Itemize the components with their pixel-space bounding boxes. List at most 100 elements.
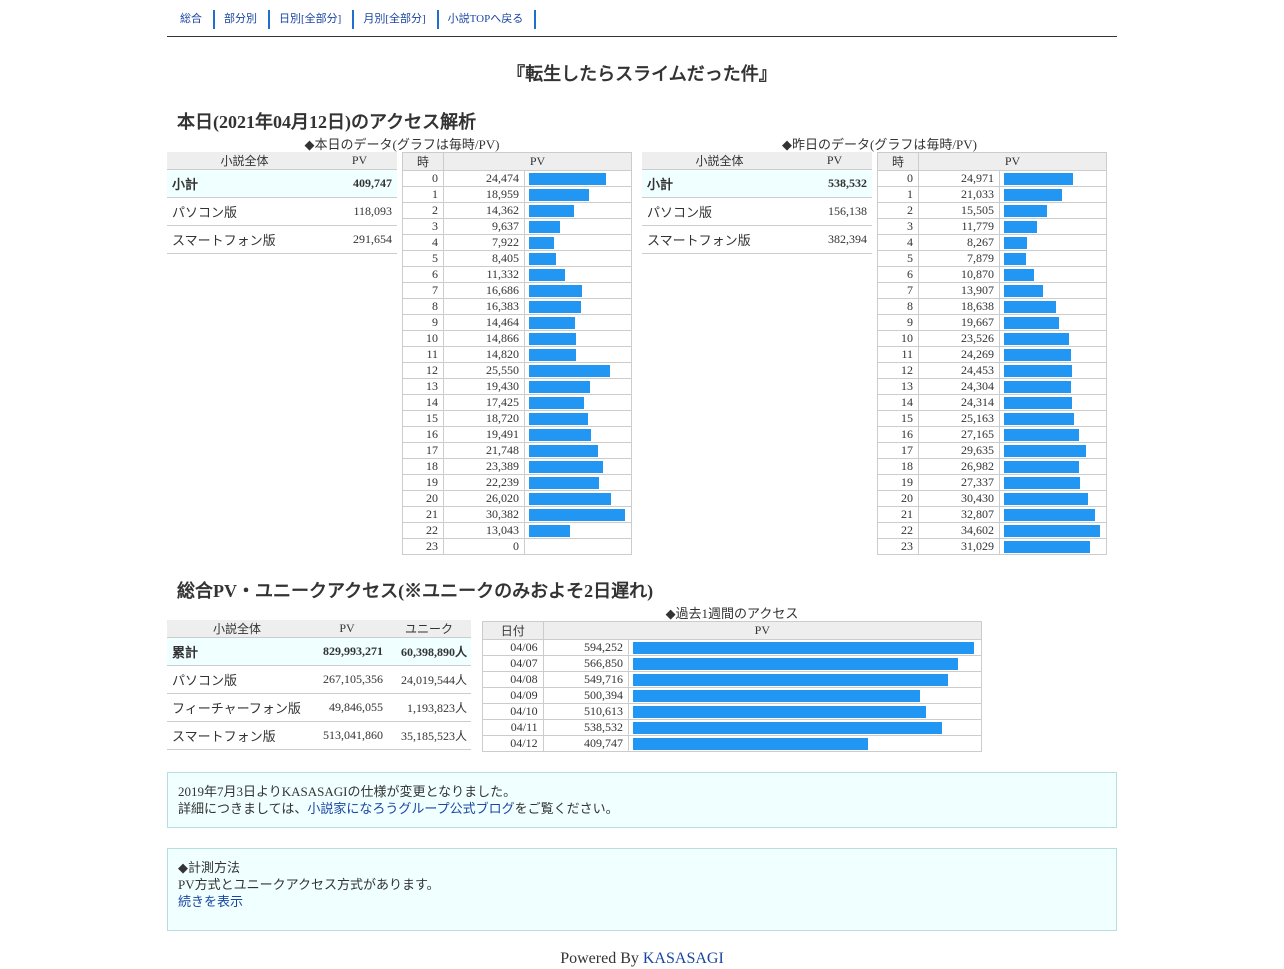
page-title: 『転生したらスライムだった件』	[507, 64, 777, 84]
notice-line2-text: 詳細につきましては、	[178, 801, 308, 816]
bar-cell	[999, 410, 1107, 427]
col-pv: PV	[307, 620, 387, 638]
official-blog-link[interactable]: 小説家になろうグループ公式ブログ	[307, 801, 515, 816]
yesterday-hourly-table: 時 PV 0 24,971 1 21,033 2 15,505 3 11,779 4 8,267 5…	[877, 152, 1107, 555]
hour-row: 19 27,337	[877, 474, 1107, 491]
hour-row: 20 30,430	[877, 490, 1107, 507]
pv-bar	[1004, 396, 1072, 409]
pv-cell: 16,686	[443, 282, 525, 299]
pv-cell: 19,430	[443, 378, 525, 395]
pv-bar	[1004, 476, 1080, 489]
pv-bar	[529, 396, 585, 409]
pv-cell: 24,971	[918, 170, 1000, 187]
pv-cell: 32,807	[918, 506, 1000, 523]
nav-link-2[interactable]: 日別[全部分]	[270, 10, 355, 29]
hour-cell: 20	[402, 490, 444, 507]
hour-row: 10 23,526	[877, 330, 1107, 347]
bar-cell	[999, 170, 1107, 187]
pv-cell: 26,020	[443, 490, 525, 507]
hour-cell: 20	[877, 490, 919, 507]
show-more-link[interactable]: 続きを表示	[178, 894, 244, 909]
col-hour: 時	[402, 152, 444, 171]
col-novel-all: 小説全体	[642, 152, 797, 170]
summary-row: 小計 538,532	[642, 169, 872, 198]
week-row: 04/11 538,532	[482, 719, 982, 736]
bar-cell	[524, 442, 632, 459]
hour-row: 2 14,362	[402, 202, 632, 219]
pv-cell: 14,820	[443, 346, 525, 363]
pv-cell: 8,267	[918, 234, 1000, 251]
bar-cell	[524, 362, 632, 379]
col-hour: 時	[877, 152, 919, 171]
pv-cell: 11,779	[918, 218, 1000, 235]
pv-bar	[529, 316, 575, 329]
pv-cell: 24,314	[918, 394, 1000, 411]
bar-cell	[628, 735, 982, 752]
hour-cell: 14	[877, 394, 919, 411]
kasasagi-link[interactable]: KASASAGI	[642, 950, 724, 967]
hour-row: 12 24,453	[877, 362, 1107, 379]
bar-cell	[524, 282, 632, 299]
summary-row: パソコン版 118,093	[167, 197, 397, 226]
hour-cell: 18	[877, 458, 919, 475]
pv-cell: 24,474	[443, 170, 525, 187]
pv-cell: 24,269	[918, 346, 1000, 363]
col-pv: PV	[918, 152, 1107, 171]
nav-link-1[interactable]: 部分別	[215, 10, 270, 29]
bar-cell	[999, 298, 1107, 315]
hour-row: 5 7,879	[877, 250, 1107, 267]
bar-cell	[524, 394, 632, 411]
today-summary-table: 小説全体 PV 小計 409,747 パソコン版 118,093 スマートフォン版 291…	[167, 152, 397, 254]
hour-cell: 13	[402, 378, 444, 395]
hour-row: 23 0	[402, 538, 632, 555]
bar-cell	[524, 218, 632, 235]
pv-bar	[1004, 428, 1080, 441]
date-cell: 04/07	[482, 655, 544, 672]
pv-cell: 14,362	[443, 202, 525, 219]
hour-cell: 15	[877, 410, 919, 427]
pv-bar	[529, 460, 603, 473]
hour-cell: 9	[877, 314, 919, 331]
bar-cell	[524, 266, 632, 283]
pv-bar	[529, 268, 565, 281]
hour-cell: 5	[877, 250, 919, 267]
hour-row: 9 19,667	[877, 314, 1107, 331]
nav-link-4[interactable]: 小説TOPへ戻る	[439, 10, 537, 29]
bar-cell	[999, 282, 1107, 299]
hour-row: 7 13,907	[877, 282, 1107, 299]
hour-row: 17 21,748	[402, 442, 632, 459]
row-label: スマートフォン版	[167, 225, 322, 254]
pv-cell: 538,532	[542, 719, 630, 736]
hour-row: 22 13,043	[402, 522, 632, 539]
pv-cell: 0	[443, 538, 525, 555]
hour-cell: 18	[402, 458, 444, 475]
hour-cell: 4	[402, 234, 444, 251]
pv-cell: 25,550	[443, 362, 525, 379]
hour-cell: 19	[877, 474, 919, 491]
bar-cell	[628, 639, 982, 656]
hour-cell: 15	[402, 410, 444, 427]
hour-row: 14 17,425	[402, 394, 632, 411]
hour-row: 15 18,720	[402, 410, 632, 427]
pv-cell: 594,252	[542, 639, 630, 656]
bar-cell	[524, 474, 632, 491]
pv-cell: 500,394	[542, 687, 630, 704]
hour-row: 15 25,163	[877, 410, 1107, 427]
bar-cell	[628, 703, 982, 720]
hour-cell: 1	[877, 186, 919, 203]
pv-cell: 14,464	[443, 314, 525, 331]
bar-cell	[524, 538, 632, 555]
total-label: パソコン版	[167, 665, 307, 694]
bar-cell	[524, 186, 632, 203]
pv-cell: 23,526	[918, 330, 1000, 347]
pv-bar	[1004, 204, 1047, 217]
hour-row: 19 22,239	[402, 474, 632, 491]
nav-link-0[interactable]: 総合	[171, 10, 215, 29]
bar-cell	[524, 314, 632, 331]
nav-link-3[interactable]: 月別[全部分]	[354, 10, 439, 29]
bar-cell	[999, 266, 1107, 283]
pv-cell: 34,602	[918, 522, 1000, 539]
bar-cell	[524, 506, 632, 523]
hour-cell: 17	[877, 442, 919, 459]
pv-cell: 11,332	[443, 266, 525, 283]
